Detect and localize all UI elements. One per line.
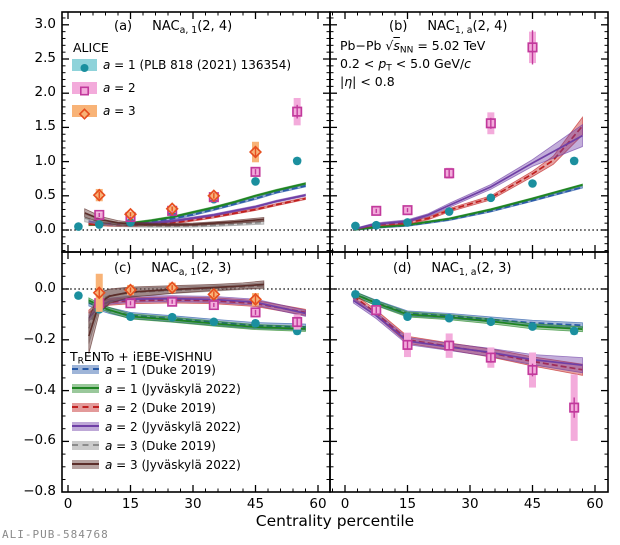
marker-square (485, 352, 496, 363)
marker-square (371, 205, 382, 216)
marker-square (527, 42, 538, 53)
marker-circle (351, 221, 360, 231)
marker-circle (528, 179, 537, 188)
marker-square (250, 307, 261, 318)
marker-square (167, 296, 178, 307)
model-line-duke2 (88, 299, 306, 314)
panel-d-content (330, 288, 608, 441)
marker-square (527, 364, 538, 376)
marker-square (485, 118, 496, 129)
marker-diamond (165, 202, 179, 216)
panel-c-content (62, 273, 330, 354)
marker-diamond (165, 281, 179, 295)
marker-square (292, 316, 303, 328)
marker-circle (126, 312, 135, 321)
marker-circle (403, 218, 412, 227)
panel-c-ticks (62, 252, 330, 492)
marker-circle (528, 322, 537, 331)
marker-diamond (123, 207, 138, 221)
marker-square (444, 168, 455, 179)
marker-circle (569, 326, 579, 336)
marker-diamond (207, 287, 221, 301)
marker-circle (569, 156, 579, 166)
marker-square (250, 166, 261, 177)
marker-circle (444, 313, 454, 323)
marker-square (444, 340, 455, 351)
marker-square (569, 402, 580, 413)
marker-circle (486, 317, 496, 327)
model-line-duke1 (88, 185, 306, 226)
marker-circle (251, 318, 260, 328)
marker-circle (74, 222, 83, 231)
marker-diamond (123, 283, 138, 297)
marker-diamond (249, 292, 263, 306)
marker-square (402, 339, 413, 350)
marker-circle (292, 156, 302, 166)
marker-diamond (92, 286, 106, 300)
marker-circle (444, 207, 454, 216)
marker-square (371, 305, 382, 316)
model-band-jyv2 (352, 297, 583, 374)
marker-diamond (207, 189, 221, 203)
model-band-jyv3 (88, 280, 265, 354)
marker-circle (351, 290, 360, 299)
model-band-duke2 (352, 115, 583, 231)
marker-circle (209, 317, 219, 327)
marker-square (125, 298, 136, 309)
marker-diamond (249, 145, 263, 159)
marker-square (402, 205, 413, 216)
marker-square (292, 106, 303, 117)
model-band-jyv3 (84, 208, 265, 227)
marker-circle (403, 312, 412, 321)
model-line-jyv3 (84, 212, 264, 226)
marker-circle (371, 220, 381, 230)
marker-diamond (92, 188, 106, 202)
panel-a-content (62, 97, 330, 231)
panel-b-content (330, 30, 608, 231)
marker-square (94, 209, 105, 221)
model-band-jyv2 (352, 123, 583, 231)
marker-circle (167, 312, 177, 322)
marker-circle (94, 220, 104, 229)
marker-circle (251, 177, 260, 186)
marker-circle (74, 291, 83, 300)
panel-d-frame (329, 251, 609, 493)
model-line-duke2 (88, 197, 306, 227)
marker-circle (486, 193, 496, 203)
marker-circle (126, 218, 135, 227)
